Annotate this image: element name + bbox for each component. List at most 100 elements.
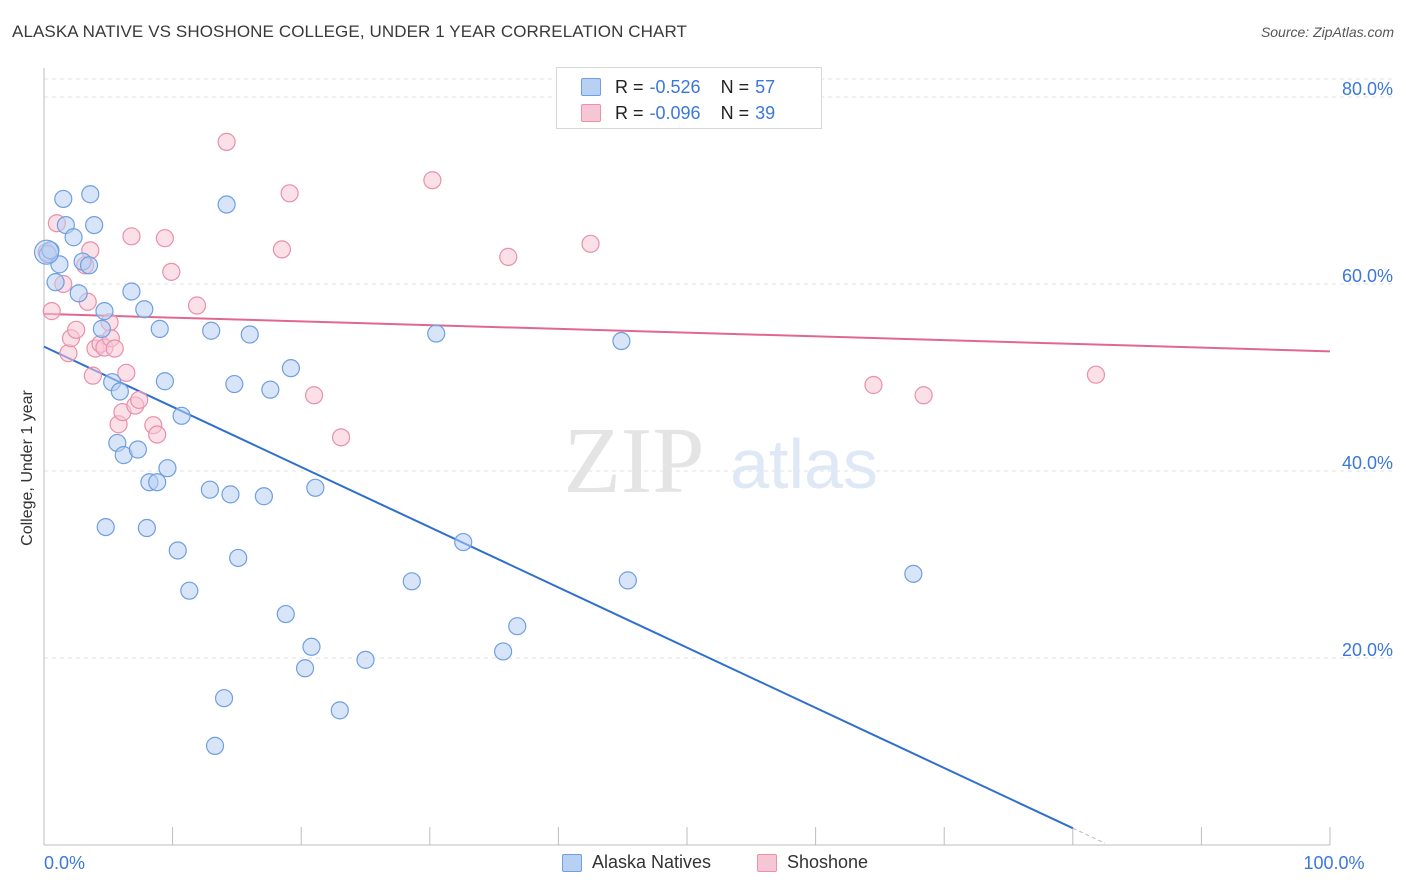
point-shoshone	[148, 425, 167, 444]
point-cluster-alaska-natives	[33, 239, 60, 265]
series-swatch-blue	[562, 853, 582, 872]
point-alaska-natives	[904, 564, 923, 583]
point-alaska-natives	[402, 572, 421, 591]
y-tick-label: 80.0%	[1342, 79, 1393, 99]
point-shoshone	[130, 390, 149, 410]
y-tick-label: 40.0%	[1342, 453, 1393, 473]
point-shoshone	[581, 234, 600, 253]
point-alaska-natives	[135, 300, 154, 319]
point-alaska-natives	[508, 617, 527, 636]
point-alaska-natives	[221, 485, 240, 504]
point-alaska-natives	[276, 604, 295, 624]
point-alaska-natives	[122, 282, 141, 301]
gridlines	[44, 78, 1392, 659]
legend-r-value: -0.526	[649, 76, 701, 97]
trendline-extension	[1072, 827, 1106, 844]
point-shoshone	[42, 302, 61, 321]
point-alaska-natives	[330, 701, 349, 720]
point-alaska-natives	[302, 637, 321, 656]
point-alaska-natives	[110, 382, 129, 401]
point-alaska-natives	[229, 548, 248, 568]
point-alaska-natives	[205, 736, 225, 755]
legend-n-label: N =	[720, 76, 750, 97]
point-shoshone	[187, 296, 207, 315]
series-legend-shoshone: Shoshone	[757, 852, 868, 873]
legend-r-label: R =	[615, 76, 644, 97]
trendline-shoshone	[43, 312, 1331, 353]
legend-n-label: N =	[720, 102, 750, 123]
point-alaska-natives	[155, 372, 174, 391]
point-shoshone	[499, 247, 518, 266]
point-alaska-natives	[46, 273, 65, 292]
point-alaska-natives	[81, 185, 100, 204]
y-tick-label: 60.0%	[1342, 266, 1393, 286]
point-shoshone	[914, 386, 933, 405]
point-alaska-natives	[180, 581, 199, 600]
legend-row-shoshone: R = -0.096 N = 39	[581, 101, 775, 125]
point-shoshone	[122, 227, 141, 246]
point-shoshone	[155, 229, 174, 248]
point-shoshone	[217, 132, 236, 151]
point-shoshone	[864, 375, 883, 395]
point-alaska-natives	[494, 642, 513, 661]
series-swatch-pink	[757, 853, 777, 872]
point-alaska-natives	[150, 319, 169, 338]
point-alaska-natives	[254, 487, 274, 506]
point-alaska-natives	[306, 478, 325, 497]
legend-n-value: 57	[755, 76, 776, 97]
point-alaska-natives	[85, 215, 104, 235]
point-alaska-natives	[295, 659, 315, 678]
x-tick-label: 100.0%	[1303, 853, 1364, 873]
tick-labels: 20.0% 40.0% 60.0% 80.0% 0.0% 100.0%	[44, 79, 1393, 873]
series-legend: Alaska Natives Shoshone	[0, 852, 1406, 876]
point-alaska-natives	[96, 517, 115, 537]
series-legend-alaska-natives: Alaska Natives	[562, 852, 711, 873]
point-shoshone	[423, 171, 442, 190]
trendline-alaska-natives	[43, 345, 1074, 830]
point-alaska-natives	[217, 195, 236, 214]
point-alaska-natives	[95, 302, 114, 321]
legend-row-alaska-natives: R = -0.526 N = 57	[581, 75, 775, 99]
point-alaska-natives	[137, 518, 156, 538]
point-alaska-natives	[168, 541, 187, 560]
source-credit: Source: ZipAtlas.com	[1260, 24, 1394, 40]
point-alaska-natives	[79, 256, 99, 275]
point-alaska-natives	[356, 650, 375, 669]
point-alaska-natives	[240, 325, 259, 344]
point-alaska-natives	[92, 319, 111, 338]
point-alaska-natives	[454, 532, 473, 552]
series-label: Shoshone	[787, 852, 869, 872]
legend-r-value: -0.096	[649, 102, 701, 123]
legend-swatch-blue	[581, 78, 601, 96]
point-alaska-natives	[148, 473, 167, 492]
point-alaska-natives	[64, 228, 83, 247]
point-shoshone	[83, 366, 102, 385]
point-alaska-natives	[261, 380, 280, 399]
legend-r-label: R =	[615, 102, 644, 123]
series-label: Alaska Natives	[592, 852, 712, 872]
point-alaska-natives	[281, 359, 301, 378]
watermark: ZIP atlas	[564, 409, 878, 513]
point-alaska-natives	[225, 374, 244, 394]
point-shoshone	[331, 428, 351, 447]
axes	[43, 68, 1331, 846]
x-tick-label: 0.0%	[44, 853, 85, 873]
watermark-zip: ZIP	[564, 409, 705, 513]
y-tick-label: 20.0%	[1342, 640, 1393, 660]
data-points	[33, 132, 1106, 755]
point-shoshone	[67, 320, 86, 339]
point-shoshone	[272, 240, 292, 259]
point-alaska-natives	[200, 480, 219, 499]
legend-swatch-pink	[581, 104, 601, 122]
point-alaska-natives	[214, 689, 234, 708]
point-shoshone	[1086, 365, 1106, 384]
point-alaska-natives	[612, 331, 631, 351]
point-alaska-natives	[618, 571, 637, 590]
watermark-atlas: atlas	[730, 425, 878, 503]
point-shoshone	[280, 184, 299, 203]
point-alaska-natives	[172, 406, 191, 425]
point-shoshone	[304, 386, 324, 405]
chart-title: ALASKA NATIVE VS SHOSHONE COLLEGE, UNDER…	[12, 22, 688, 41]
point-alaska-natives	[54, 189, 73, 209]
